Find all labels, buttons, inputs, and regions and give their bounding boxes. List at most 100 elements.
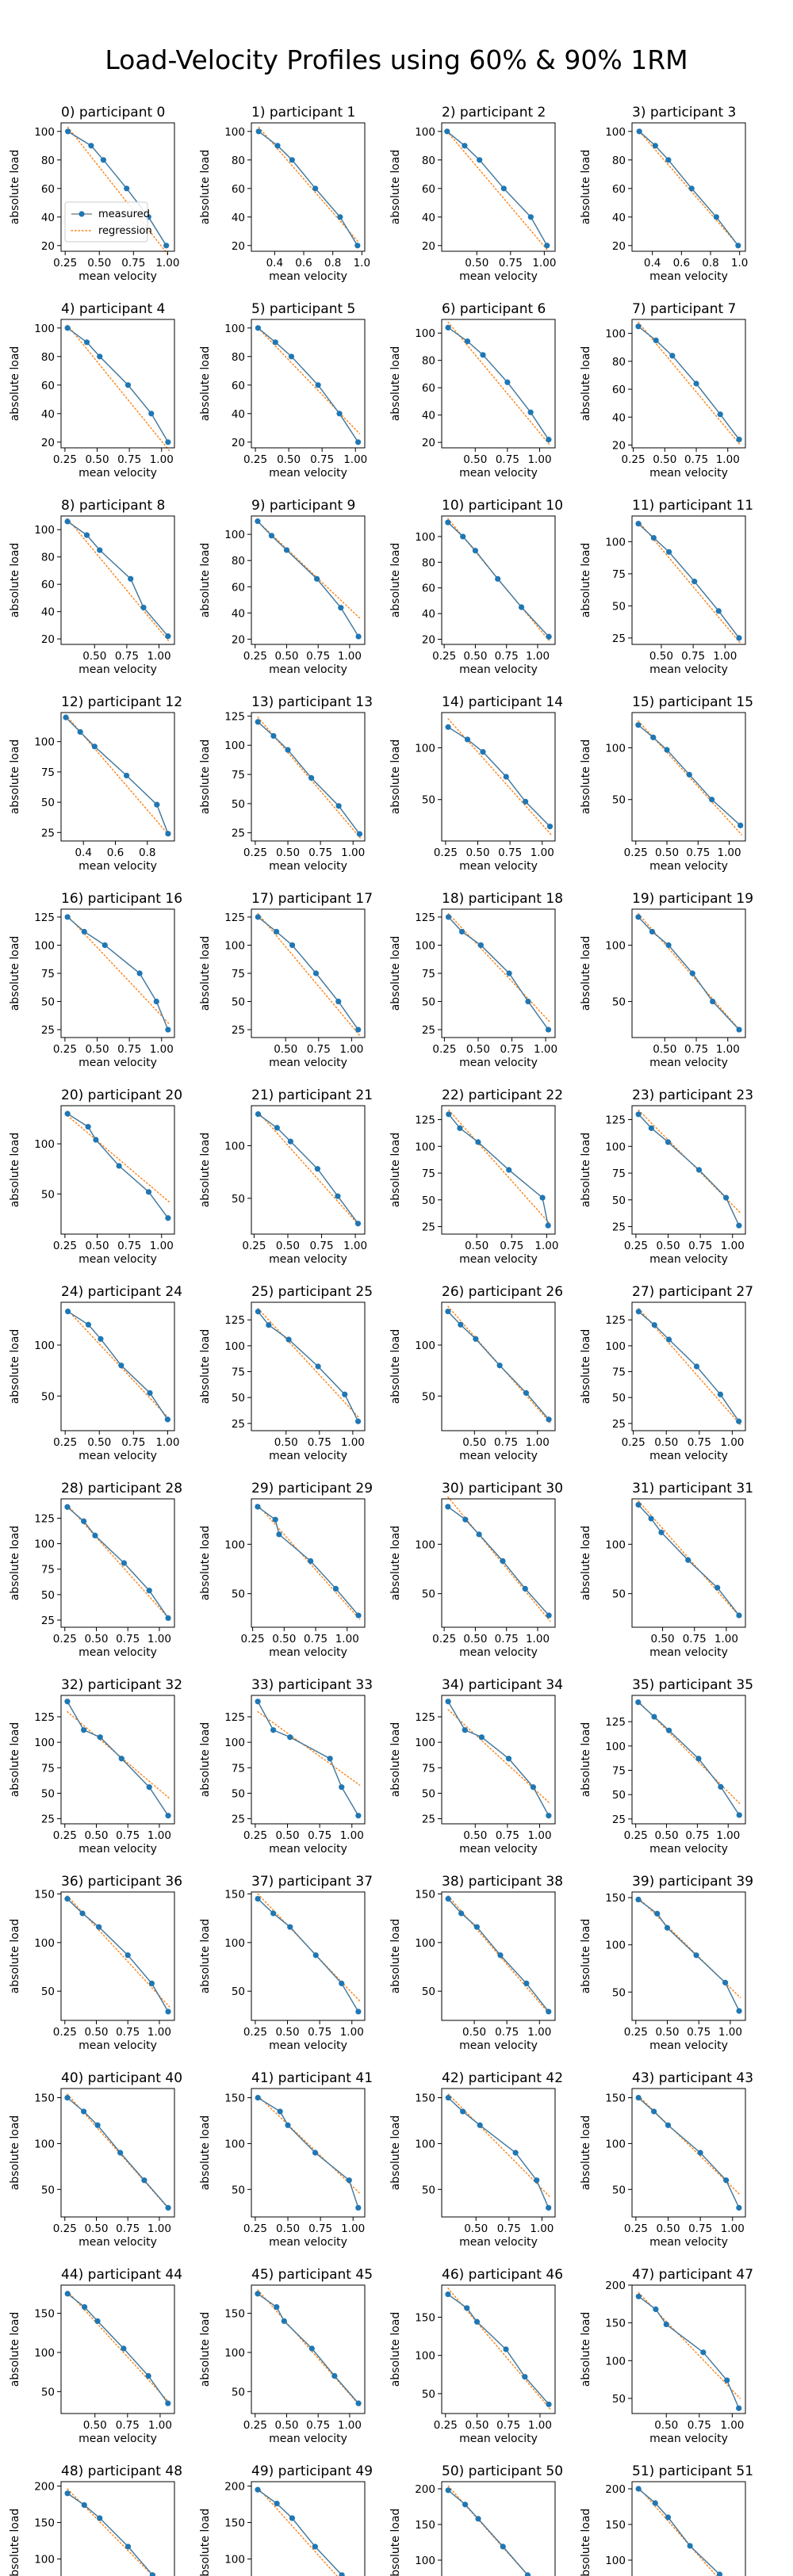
x-tick-label: 0.75 xyxy=(309,1240,333,1252)
measured-point xyxy=(83,532,90,538)
axes-frame xyxy=(60,908,175,1038)
y-tick-label: 25 xyxy=(41,1615,55,1627)
measured-point xyxy=(546,2008,552,2015)
y-tick-label: 80 xyxy=(41,351,55,364)
measured-point xyxy=(315,1363,321,1370)
panel-title: 37) participant 37 xyxy=(251,1874,373,1890)
measured-point xyxy=(546,1813,552,1819)
y-tick-label: 40 xyxy=(41,408,55,421)
measured-point xyxy=(736,2008,742,2014)
x-tick-label: 0.50 xyxy=(84,1633,108,1645)
y-tick-label: 125 xyxy=(34,912,55,924)
axes-frame xyxy=(60,2284,175,2414)
y-tick-label: 150 xyxy=(415,2312,435,2325)
y-tick-label: 20 xyxy=(232,437,245,449)
y-tick-label: 75 xyxy=(41,1564,55,1577)
measured-point xyxy=(460,533,466,540)
x-axis-label: mean velocity xyxy=(649,270,728,283)
y-tick-label: 150 xyxy=(605,2318,626,2330)
measured-point xyxy=(92,1532,98,1538)
measured-point xyxy=(736,1612,742,1619)
axes-frame xyxy=(441,1891,556,2021)
y-tick-label: 25 xyxy=(41,1024,55,1037)
x-tick-label: 0.4 xyxy=(75,847,91,859)
y-tick-label: 75 xyxy=(232,1762,245,1775)
x-tick-label: 0.50 xyxy=(655,2026,679,2039)
y-tick-label: 100 xyxy=(34,323,55,335)
measured-line-overlay xyxy=(67,1113,169,1219)
measured-point xyxy=(512,2150,519,2156)
measured-point xyxy=(445,1895,451,1902)
measured-point xyxy=(693,380,699,387)
measured-line-overlay xyxy=(257,521,359,637)
x-tick-label: 0.75 xyxy=(306,650,330,663)
measured-point xyxy=(255,1504,261,1510)
regression-line xyxy=(258,126,360,243)
y-tick-label: 50 xyxy=(612,794,626,807)
y-tick-label: 80 xyxy=(41,552,55,564)
measured-line-overlay xyxy=(258,131,358,247)
x-tick-label: 0.75 xyxy=(308,2026,331,2039)
y-tick-label: 25 xyxy=(422,1024,435,1037)
subplot-panel: 49) participant 490.250.500.751.00501001… xyxy=(199,2463,373,2576)
y-tick-label: 125 xyxy=(34,1711,55,1724)
y-tick-label: 50 xyxy=(612,996,626,1009)
x-tick-label: 0.25 xyxy=(432,650,456,663)
measured-point xyxy=(665,1336,672,1343)
measured-line-overlay xyxy=(257,1506,359,1616)
measured-point xyxy=(124,185,130,192)
panel-title: 49) participant 49 xyxy=(251,2463,373,2479)
y-tick-label: 25 xyxy=(41,827,55,839)
x-tick-label: 0.25 xyxy=(243,847,267,859)
x-tick-label: 0.50 xyxy=(656,1240,680,1252)
x-tick-label: 0.50 xyxy=(463,453,487,466)
measured-point xyxy=(255,2486,261,2493)
measured-point xyxy=(64,914,71,920)
measured-point xyxy=(274,1125,280,1131)
subplot-panel: 19) participant 19 0.50 0.75 1.00 50 100 mean … xyxy=(580,891,753,1069)
x-tick-label: 0.50 xyxy=(653,453,676,466)
x-tick-label: 0.50 xyxy=(655,847,679,859)
measured-point xyxy=(546,1612,552,1619)
x-tick-label: 0.75 xyxy=(116,2222,140,2235)
measured-point xyxy=(274,143,281,149)
measured-point xyxy=(64,325,71,331)
measured-point xyxy=(723,1194,730,1201)
x-tick-label: 0.75 xyxy=(495,650,519,663)
x-tick-label: 0.75 xyxy=(496,453,519,466)
measured-point xyxy=(336,411,343,417)
measured-point xyxy=(527,409,534,415)
measured-point xyxy=(457,1125,463,1131)
measured-point xyxy=(635,722,642,728)
y-axis-label: absolute load xyxy=(580,2509,592,2576)
measured-point xyxy=(64,2490,71,2497)
measured-line-overlay xyxy=(447,1701,550,1816)
measured-point xyxy=(339,2572,345,2576)
measured-point xyxy=(458,1321,464,1328)
y-tick-label: 50 xyxy=(612,1588,626,1601)
x-tick-label: 0.50 xyxy=(651,1633,675,1645)
y-axis-label: absolute load xyxy=(9,2115,21,2191)
x-tick-label: 0.50 xyxy=(84,2222,108,2235)
y-tick-label: 75 xyxy=(232,769,245,782)
measured-point xyxy=(497,1952,504,1959)
x-tick-label: 0.6 xyxy=(295,257,312,269)
y-tick-label: 50 xyxy=(422,1787,435,1800)
panel-title: 42) participant 42 xyxy=(442,2070,563,2086)
y-axis-label: absolute load xyxy=(9,1722,21,1798)
axes-frame xyxy=(60,515,175,645)
measured-point xyxy=(635,2293,642,2299)
x-axis-label: mean velocity xyxy=(459,467,538,480)
x-tick-label: 1.00 xyxy=(147,1633,171,1645)
subplot-panel: 4) participant 4 0.25 0.50 0.75 1.00 20 40 60 80… xyxy=(9,301,175,480)
y-tick-label: 75 xyxy=(41,1762,55,1775)
measured-point xyxy=(337,214,343,220)
x-tick-label: 0.75 xyxy=(117,453,141,466)
y-tick-label: 20 xyxy=(41,240,55,253)
measured-point xyxy=(635,914,642,920)
measured-point xyxy=(506,970,512,977)
measured-point xyxy=(64,1699,71,1705)
x-tick-label: 0.75 xyxy=(308,2222,332,2235)
y-tick-label: 150 xyxy=(224,2517,245,2530)
measured-line-overlay xyxy=(67,1506,169,1619)
